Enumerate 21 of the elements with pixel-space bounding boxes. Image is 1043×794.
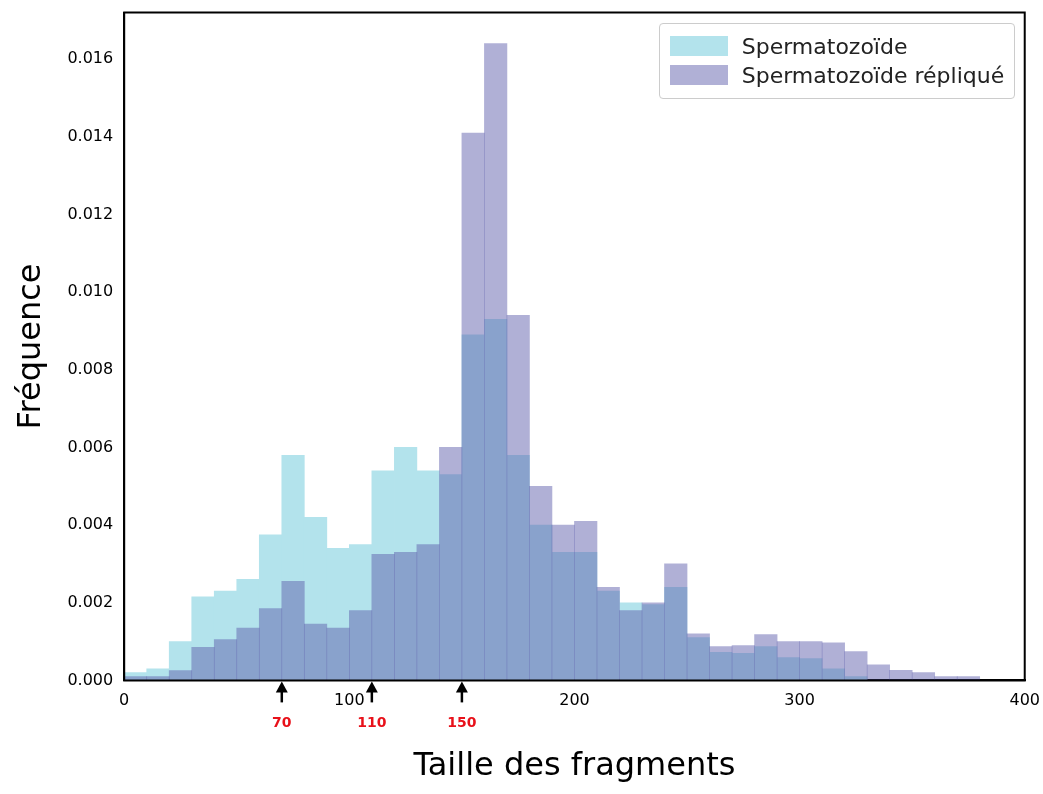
x-tick-label: 200 [559, 690, 590, 710]
annotation: 110 [357, 714, 387, 731]
x-tick-label: 0 [119, 690, 130, 710]
y-tick-label: 0.008 [67, 358, 114, 378]
legend-label: Spermatozoïde [741, 33, 908, 59]
y-tick-label: 0.010 [67, 281, 114, 301]
x-axis-title: Taille des fragments [412, 745, 736, 784]
y-tick-label: 0.016 [67, 48, 114, 68]
y-tick-label: 0.004 [67, 514, 114, 534]
y-axis-title: Fréquence [9, 263, 48, 430]
legend-label: Spermatozoïde répliqué [741, 62, 1005, 88]
annotation: 150 [447, 714, 477, 731]
y-tick-label: 0.014 [67, 126, 114, 145]
x-tick-label: 100 [334, 690, 365, 710]
x-tick-label: 400 [1009, 690, 1040, 710]
y-tick-label: 0.000 [67, 669, 114, 689]
annotation: 70 [272, 714, 292, 731]
y-tick-label: 0.012 [67, 203, 114, 223]
x-tick-label: 300 [784, 690, 815, 710]
y-tick-label: 0.002 [67, 591, 114, 611]
y-tick-label: 0.006 [67, 436, 114, 456]
